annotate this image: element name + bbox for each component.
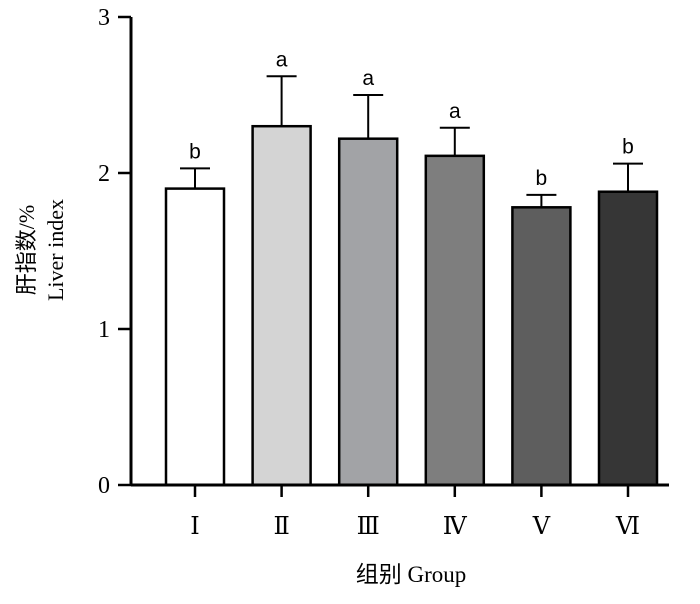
significance-label-2: a <box>276 48 288 71</box>
x-tick-label-3: Ⅲ <box>357 514 380 540</box>
significance-label-4: a <box>449 100 461 123</box>
x-ticks-group: Ⅰ Ⅱ Ⅲ Ⅳ Ⅴ Ⅵ <box>190 485 640 540</box>
bar-1 <box>164 187 226 487</box>
x-tick-label-6: Ⅵ <box>615 514 640 540</box>
y-tick-label-3: 3 <box>98 5 110 31</box>
significance-label-1: b <box>189 140 201 163</box>
y-tick-label-0: 0 <box>98 473 110 499</box>
significance-label-6: b <box>622 136 634 159</box>
x-tick-label-2: Ⅱ <box>273 514 289 540</box>
bar-4 <box>424 154 486 487</box>
x-tick-label-4: Ⅳ <box>443 514 468 540</box>
bar-6 <box>597 190 659 487</box>
y-axis-label-cn: 肝指数/% <box>14 205 39 295</box>
bar-2 <box>251 124 312 487</box>
significance-labels-group: b a a a b b <box>189 48 634 190</box>
significance-label-3: a <box>362 67 374 90</box>
y-tick-label-2: 2 <box>98 161 110 187</box>
significance-label-5: b <box>536 167 548 190</box>
x-axis-label: 组别 Group <box>356 562 467 587</box>
y-tick-label-1: 1 <box>98 317 110 343</box>
y-axis-label-en: Liver index <box>43 199 68 301</box>
y-ticks-group: 0 1 2 3 <box>98 5 131 499</box>
x-tick-label-5: Ⅴ <box>532 514 551 540</box>
x-tick-label-1: Ⅰ <box>190 514 199 540</box>
bar-3 <box>337 137 399 487</box>
bar-5 <box>511 206 572 487</box>
error-bars-group <box>180 75 643 208</box>
bars-group <box>164 124 659 487</box>
